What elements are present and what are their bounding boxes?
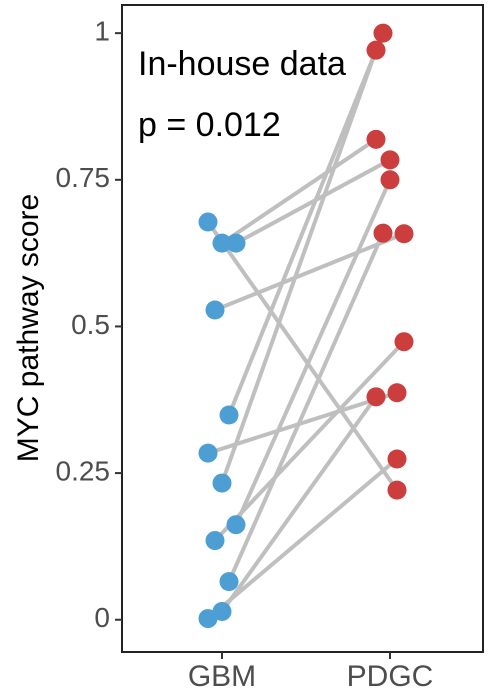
point (198, 443, 218, 463)
point (226, 233, 246, 253)
annotation: p = 0.012 (138, 106, 281, 144)
point (219, 572, 239, 592)
y-tick-label: 0.5 (71, 309, 110, 340)
point (380, 170, 400, 190)
pair-line (220, 395, 378, 613)
point (394, 224, 414, 244)
y-axis-label: MYC pathway score (12, 194, 45, 462)
point (212, 233, 232, 253)
pair-line (206, 457, 399, 621)
annotation: In-house data (138, 45, 346, 83)
plot-frame (121, 4, 484, 653)
pair-line (214, 231, 405, 312)
pair-line (220, 49, 378, 484)
point (366, 129, 386, 149)
point (373, 223, 393, 243)
pair-line (206, 220, 399, 492)
pair-line (213, 340, 406, 542)
y-tick-label: 1 (94, 16, 110, 47)
point (394, 332, 414, 352)
pair-line (234, 178, 392, 526)
y-tick-label: 0.25 (56, 455, 111, 486)
x-tick-label: PDGC (347, 660, 434, 693)
pair-line (220, 137, 378, 245)
point (212, 602, 232, 622)
point (205, 531, 225, 551)
point (198, 212, 218, 232)
pair-line (227, 232, 385, 583)
pair-line (207, 390, 398, 456)
y-tick-label: 0.75 (56, 162, 111, 193)
point (219, 405, 239, 425)
point (198, 609, 218, 629)
y-tick-label: 0 (94, 602, 110, 633)
point (366, 387, 386, 407)
point (366, 40, 386, 60)
point (373, 23, 393, 43)
point (205, 300, 225, 320)
point (380, 150, 400, 170)
point (226, 515, 246, 535)
point (387, 383, 407, 403)
point (212, 473, 232, 493)
x-tick-label: GBM (188, 660, 256, 693)
point (387, 449, 407, 469)
point (387, 480, 407, 500)
